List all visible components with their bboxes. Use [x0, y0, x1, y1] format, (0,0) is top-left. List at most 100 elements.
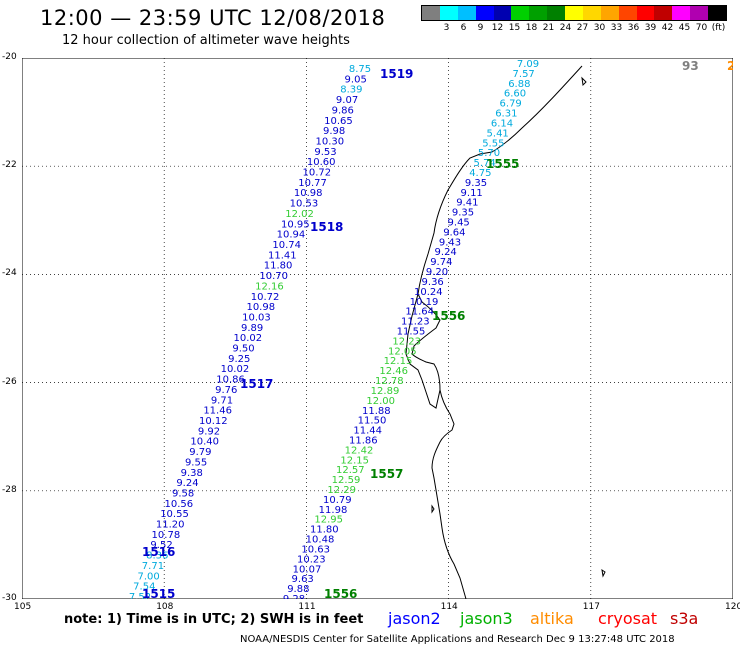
wave-height-value: 11.46 [203, 406, 232, 417]
pass-number-label: 1557 [370, 467, 403, 481]
wave-height-value: 10.55 [160, 509, 189, 520]
wave-height-value: 10.12 [199, 416, 228, 427]
wave-height-value: 9.76 [215, 385, 237, 396]
wave-height-value: 9.24 [176, 478, 198, 489]
wave-height-value: 9.53 [314, 147, 336, 158]
wave-height-value: 10.19 [410, 297, 439, 308]
scale-swatch [422, 6, 440, 20]
wave-height-value: 10.86 [216, 375, 245, 386]
scale-tick-label: 45 [678, 23, 691, 33]
wave-height-value: 10.65 [324, 116, 353, 127]
wave-height-value: 12.89 [371, 386, 400, 397]
wave-height-value: 5.41 [487, 128, 509, 139]
wave-height-value: 9.86 [332, 105, 354, 116]
wave-height-value: 12.46 [379, 366, 408, 377]
longitude-label: 114 [440, 602, 458, 612]
wave-height-value: 9.89 [241, 323, 263, 334]
scale-tick-label: 24 [559, 23, 572, 33]
wave-height-color-scale: 3 6 9 12 15 18 21 24 27 30 33 36 39 42 45 70 (ft) [421, 5, 727, 35]
scale-tick-label: 9 [477, 23, 484, 33]
satellite-legend-item: jason3 [460, 609, 513, 628]
wave-height-value: 5.70 [478, 148, 500, 159]
wave-height-value: 10.70 [259, 271, 288, 282]
wave-height-value: 10.78 [152, 530, 181, 541]
wave-height-value: 12.15 [384, 356, 413, 367]
map-border [22, 58, 733, 599]
wave-height-value: 9.45 [448, 218, 470, 229]
scale-tick-label: 39 [644, 23, 657, 33]
scale-swatch [708, 6, 726, 20]
wave-height-value: 12.23 [392, 336, 421, 347]
wave-height-value: 11.23 [401, 317, 430, 328]
pass-number-label: 1519 [380, 67, 413, 81]
scale-swatch [582, 6, 601, 20]
scale-tick-label: 6 [460, 23, 467, 33]
wave-height-value: 6.31 [495, 109, 517, 120]
wave-height-value: 5.55 [482, 138, 504, 149]
wave-height-value: 10.02 [234, 333, 263, 344]
scale-tick-label: 15 [508, 23, 521, 33]
wave-height-value: 10.94 [277, 230, 306, 241]
wave-height-value: 11.50 [358, 416, 387, 427]
latitude-label: -24 [2, 268, 17, 279]
wave-height-value: 10.02 [221, 364, 250, 375]
pass-number-label: 2219 [727, 59, 733, 73]
wave-height-value: 11.55 [397, 327, 426, 338]
wave-height-value: 12.42 [345, 445, 374, 456]
wave-height-value: 6.14 [491, 118, 513, 129]
scale-tick-label: 3 [443, 23, 450, 33]
wave-height-value: 7.09 [517, 59, 539, 70]
wave-height-value: 9.41 [456, 198, 478, 209]
wave-height-value: 7.71 [142, 561, 164, 572]
longitude-label: 117 [582, 602, 600, 612]
wave-height-value: 10.03 [242, 312, 271, 323]
pass-number-label: 1517 [240, 377, 273, 391]
wave-height-value: 12.95 [314, 515, 343, 526]
latitude-label: -30 [2, 593, 17, 603]
scale-tick-label: 70 [695, 23, 708, 33]
wave-height-value: 9.11 [461, 188, 483, 199]
longitude-label: 108 [156, 602, 174, 612]
wave-height-value: 7.57 [513, 69, 535, 80]
wave-height-value: 7.54 [133, 582, 155, 593]
wave-height-value: 10.79 [323, 495, 352, 506]
wave-height-value: 9.64 [443, 227, 465, 238]
wave-height-value: 12.15 [340, 455, 369, 466]
wave-height-value: 9.88 [287, 584, 309, 595]
scale-tick-label: 33 [610, 23, 623, 33]
wave-height-value: 9.58 [172, 488, 194, 499]
wave-height-value: 10.98 [246, 302, 275, 313]
wave-height-value: 9.79 [189, 447, 211, 458]
wave-height-value: 9.07 [336, 95, 358, 106]
wave-height-value: 10.95 [281, 219, 310, 230]
wave-height-value: 9.05 [345, 74, 367, 85]
pass-number-label: 1555 [486, 157, 519, 171]
pass-number-label: 14.26 [700, 58, 733, 61]
island-c [601, 568, 606, 578]
wave-height-value: 12.59 [332, 475, 361, 486]
scale-swatch [618, 6, 637, 20]
coastline-peninsula [405, 293, 441, 409]
altimeter-tracks: 8.759.058.399.079.8610.659.9810.309.5310… [129, 59, 539, 599]
wave-height-value: 9.74 [430, 257, 452, 268]
wave-height-value: 6.60 [504, 89, 526, 100]
wave-height-value: 10.60 [307, 157, 336, 168]
wave-height-value: 7.52 [129, 592, 151, 599]
wave-height-value: 12.78 [375, 376, 404, 387]
scale-swatch [511, 6, 530, 20]
wave-height-value: 8.75 [349, 64, 371, 75]
scale-swatch [690, 6, 708, 20]
satellite-legend-item: altika [530, 609, 574, 628]
wave-height-value: 10.77 [298, 178, 327, 189]
wave-height-value: 10.98 [294, 188, 323, 199]
wave-height-value: 11.88 [362, 406, 391, 417]
scale-swatch [565, 6, 583, 20]
satellite-legend-item: s3a [670, 609, 699, 628]
scale-spacer [421, 23, 438, 33]
wave-height-value: 11.80 [264, 261, 293, 272]
wave-height-value: 9.20 [426, 267, 448, 278]
scale-tick-label: 12 [491, 23, 504, 33]
latitude-label: -22 [2, 160, 17, 171]
graticule-grid [22, 58, 733, 599]
credit-line: NOAA/NESDIS Center for Satellite Applica… [240, 634, 675, 645]
